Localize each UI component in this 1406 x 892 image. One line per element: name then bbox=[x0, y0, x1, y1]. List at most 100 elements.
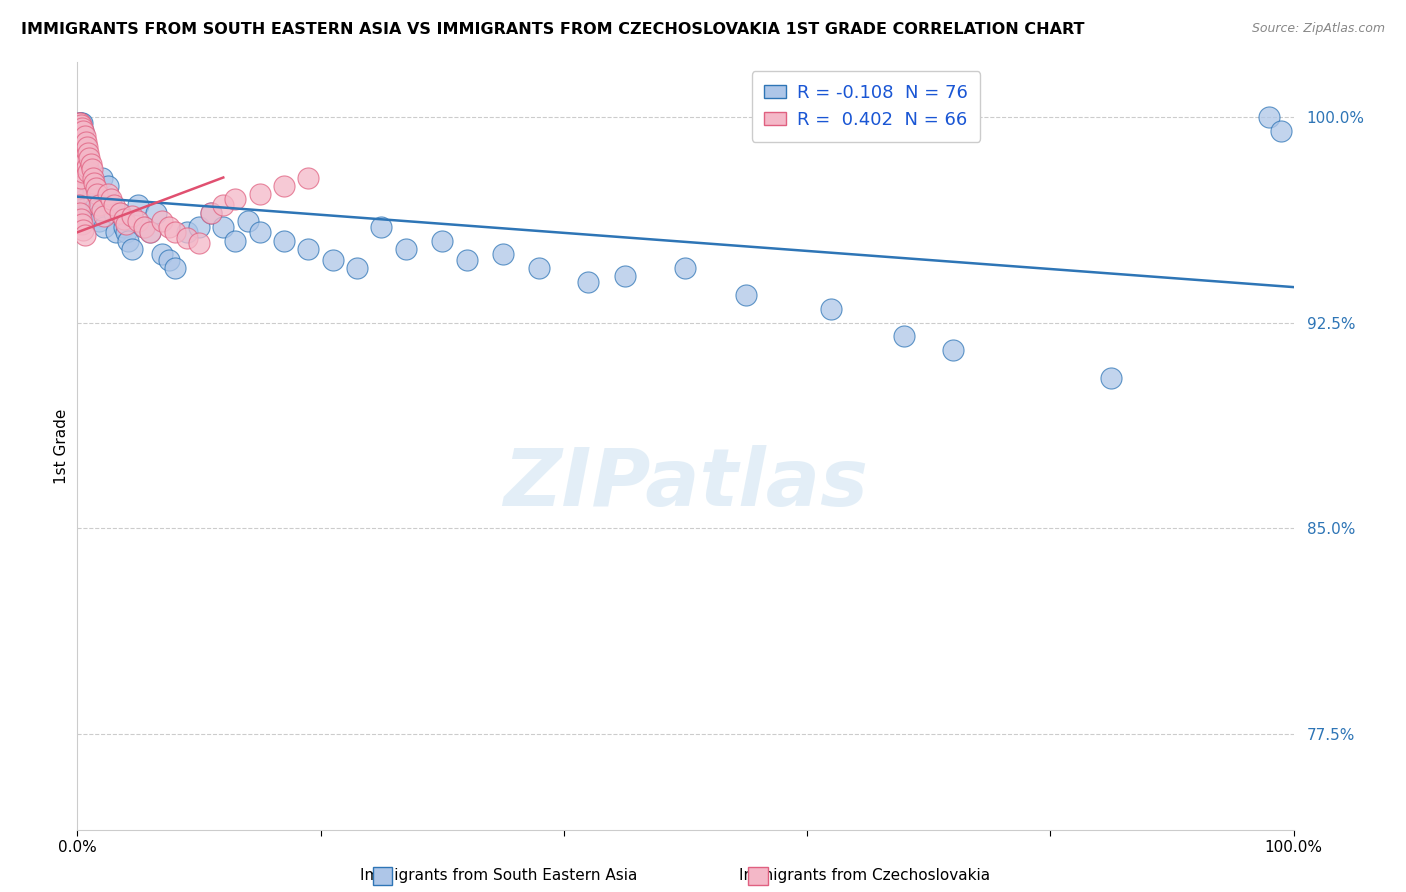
Point bbox=[69, 181, 91, 195]
Point bbox=[70, 143, 93, 157]
Point bbox=[67, 129, 90, 144]
Point bbox=[86, 186, 108, 201]
Point bbox=[112, 211, 135, 226]
Point bbox=[370, 219, 392, 234]
Text: Immigrants from Czechoslovakia: Immigrants from Czechoslovakia bbox=[740, 869, 990, 883]
Point bbox=[675, 260, 697, 275]
Point bbox=[105, 225, 128, 239]
Point bbox=[273, 234, 295, 248]
Point bbox=[76, 198, 98, 212]
Point bbox=[529, 260, 551, 275]
Point bbox=[72, 165, 94, 179]
Point bbox=[93, 209, 115, 223]
Point bbox=[75, 154, 97, 169]
Point bbox=[70, 116, 93, 130]
Point bbox=[249, 225, 271, 239]
Point bbox=[73, 193, 96, 207]
Point bbox=[80, 173, 103, 187]
Point bbox=[77, 165, 100, 179]
Point bbox=[70, 121, 93, 136]
Point bbox=[72, 222, 94, 236]
Point bbox=[735, 288, 758, 302]
Point bbox=[942, 343, 965, 358]
Point bbox=[163, 225, 186, 239]
Point bbox=[152, 214, 174, 228]
Point bbox=[70, 217, 93, 231]
Point bbox=[163, 260, 186, 275]
Point bbox=[67, 170, 90, 185]
Point bbox=[115, 217, 138, 231]
Text: ZIPatlas: ZIPatlas bbox=[503, 445, 868, 524]
Point bbox=[75, 198, 97, 212]
Point bbox=[76, 140, 98, 154]
Point bbox=[224, 193, 246, 207]
Point bbox=[82, 170, 104, 185]
Legend: R = -0.108  N = 76, R =  0.402  N = 66: R = -0.108 N = 76, R = 0.402 N = 66 bbox=[752, 71, 980, 142]
Point bbox=[79, 165, 101, 179]
Point bbox=[93, 219, 115, 234]
Point bbox=[145, 206, 167, 220]
Point bbox=[80, 178, 103, 193]
Point bbox=[67, 143, 90, 157]
Point bbox=[176, 231, 198, 245]
Point bbox=[72, 124, 94, 138]
Point bbox=[69, 116, 91, 130]
Point bbox=[83, 176, 105, 190]
Point bbox=[893, 329, 915, 343]
Point bbox=[112, 219, 135, 234]
Point bbox=[613, 269, 636, 284]
Point bbox=[72, 186, 94, 201]
Text: IMMIGRANTS FROM SOUTH EASTERN ASIA VS IMMIGRANTS FROM CZECHOSLOVAKIA 1ST GRADE C: IMMIGRANTS FROM SOUTH EASTERN ASIA VS IM… bbox=[21, 22, 1084, 37]
Point bbox=[157, 219, 180, 234]
Point bbox=[127, 214, 149, 228]
Point bbox=[103, 198, 125, 212]
Point bbox=[212, 219, 235, 234]
Point bbox=[70, 154, 93, 169]
Point bbox=[97, 186, 120, 201]
Point bbox=[86, 203, 108, 218]
Point bbox=[200, 206, 222, 220]
Point bbox=[75, 135, 97, 149]
Point bbox=[79, 151, 101, 165]
Point bbox=[273, 178, 295, 193]
Point bbox=[108, 206, 131, 220]
Point bbox=[76, 160, 98, 174]
Point bbox=[83, 193, 105, 207]
Point bbox=[67, 129, 90, 144]
Point bbox=[77, 145, 100, 160]
Point bbox=[820, 301, 842, 316]
Point bbox=[1258, 110, 1281, 124]
Point bbox=[108, 206, 131, 220]
Point bbox=[67, 116, 90, 130]
Point bbox=[212, 198, 235, 212]
Point bbox=[73, 228, 96, 243]
Point bbox=[70, 211, 93, 226]
Point bbox=[70, 186, 93, 201]
Point bbox=[456, 252, 478, 267]
Point bbox=[69, 178, 91, 193]
Point bbox=[67, 143, 90, 157]
Point bbox=[97, 178, 120, 193]
Point bbox=[139, 225, 162, 239]
Point bbox=[121, 242, 143, 256]
Point bbox=[236, 214, 259, 228]
Point bbox=[103, 206, 125, 220]
Point bbox=[224, 234, 246, 248]
Point bbox=[297, 242, 319, 256]
Point bbox=[67, 186, 90, 201]
Point bbox=[69, 132, 91, 146]
Point bbox=[395, 242, 418, 256]
Point bbox=[80, 157, 103, 171]
Point bbox=[70, 116, 93, 130]
Point bbox=[176, 225, 198, 239]
Point bbox=[89, 214, 111, 228]
Point bbox=[73, 129, 96, 144]
Y-axis label: 1st Grade: 1st Grade bbox=[53, 409, 69, 483]
Point bbox=[90, 170, 112, 185]
Point bbox=[100, 198, 122, 212]
Point bbox=[79, 198, 101, 212]
Point bbox=[134, 219, 156, 234]
Point bbox=[72, 145, 94, 160]
Point bbox=[76, 151, 98, 165]
Point bbox=[73, 137, 96, 152]
